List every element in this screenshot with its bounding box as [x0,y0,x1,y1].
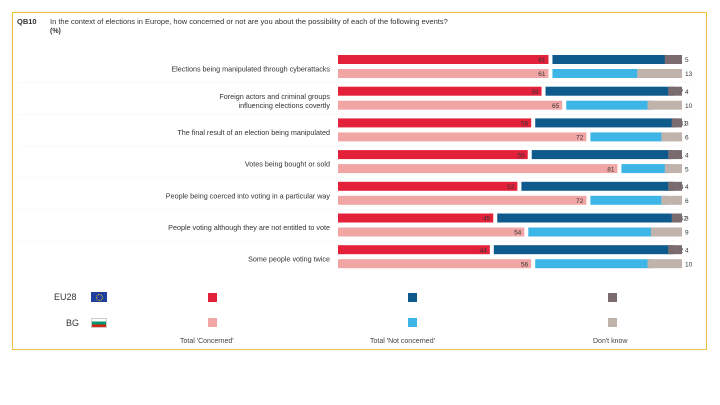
bar-eu-concerned [338,245,490,255]
data-label: 4 [685,89,689,96]
country-label-eu28: EU28 [54,292,77,302]
bar-bg-dont-know [664,164,682,174]
data-label: 52 [507,184,515,191]
bar-bg-dont-know [647,259,682,269]
unit-label: (%) [50,28,61,35]
swatch-bg-dont-know [608,318,617,327]
bar-eu-concerned [338,150,528,160]
data-label: 10 [685,103,693,110]
category-label: Votes being bought or sold [245,160,330,169]
bar-eu-dont-know [668,86,682,96]
swatch-bg-concerned [208,318,217,327]
data-label: 81 [607,166,615,173]
swatch-eu-not-concerned [408,293,417,302]
question-text: In the context of elections in Europe, h… [50,17,448,26]
bar-bg-dont-know [661,195,682,205]
category-label: Foreign actors and criminal groups [219,92,330,101]
bar-bg-not-concerned [590,195,667,205]
bar-bg-dont-know [647,100,682,110]
swatch-bg-not-concerned [408,318,417,327]
bar-bg-dont-know [661,132,682,142]
category-label: People voting although they are not enti… [168,223,330,232]
data-label: 55 [518,152,526,159]
data-label: 5 [685,166,689,173]
data-label: 65 [552,103,560,110]
data-label: 56 [521,261,529,268]
question-code: QB10 [17,17,37,26]
bar-bg-not-concerned [528,227,656,237]
bar-bg-not-concerned [590,132,667,142]
swatch-eu-concerned [208,293,217,302]
data-label: 44 [480,247,488,254]
bar-eu-not-concerned [521,181,674,191]
data-label: 13 [685,71,693,78]
bar-eu-concerned [338,213,494,223]
bar-bg-dont-know [637,69,682,78]
bar-bg-not-concerned [566,100,653,110]
bar-bg-concerned [338,132,587,142]
data-label: 6 [685,135,689,142]
data-label: 3 [685,216,689,223]
bar-eu-concerned [338,118,532,128]
bar-eu-not-concerned [535,118,677,128]
bar-eu-dont-know [668,245,682,255]
bar-bg-concerned [338,227,525,237]
data-label: 41 [680,121,688,128]
bar-bg-concerned [338,195,587,205]
bar-bg-not-concerned [621,164,670,174]
data-label: 45 [483,216,491,223]
bar-eu-dont-know [668,150,682,160]
category-label: The final result of an election being ma… [177,128,330,137]
bar-eu-not-concerned [497,213,677,223]
bar-bg-concerned [338,69,549,78]
legend-concerned: Total 'Concerned' [180,338,234,345]
data-label: 56 [521,121,529,128]
bar-eu-not-concerned [531,150,674,160]
data-label: 59 [531,89,539,96]
data-label: 4 [685,152,689,159]
bar-bg-concerned [338,100,563,110]
data-label: 61 [538,57,546,64]
country-label-bg: BG [66,318,80,328]
bar-bg-concerned [338,164,618,174]
category-label: Elections being manipulated through cybe… [171,65,330,74]
data-label: 72 [576,198,584,205]
category-label: Some people voting twice [248,255,330,264]
data-label: 54 [514,230,522,237]
bar-eu-dont-know [671,213,682,223]
data-label: 10 [685,261,693,268]
bar-eu-concerned [338,86,542,96]
bar-eu-dont-know [668,181,682,191]
bulgaria-flag-icon [91,318,107,328]
data-label: 52 [680,216,688,223]
legend-dont-know: Don't know [593,338,628,345]
data-label: 3 [685,121,689,128]
bar-eu-concerned [338,181,518,191]
bar-eu-not-concerned [545,86,674,96]
category-label: influencing elections covertly [239,101,331,110]
bar-eu-concerned [338,55,549,64]
bar-bg-concerned [338,259,532,269]
chart-frame [12,12,707,350]
bar-eu-dont-know [671,118,682,128]
legend-not-concerned: Total 'Not concerned' [370,338,435,345]
data-label: 4 [685,247,689,254]
bar-eu-not-concerned [552,55,670,64]
data-label: 9 [685,230,689,237]
data-label: 72 [576,135,584,142]
eu-flag-icon [91,292,107,302]
bar-bg-dont-know [650,227,682,237]
bar-bg-not-concerned [535,259,653,269]
bar-bg-not-concerned [552,69,643,78]
bar-eu-not-concerned [493,245,674,255]
data-label: 61 [538,71,546,78]
data-label: 6 [685,198,689,205]
bar-eu-dont-know [664,55,682,64]
data-label: 4 [685,184,689,191]
data-label: 5 [685,57,689,64]
category-label: People being coerced into voting in a pa… [166,191,331,200]
swatch-eu-dont-know [608,293,617,302]
